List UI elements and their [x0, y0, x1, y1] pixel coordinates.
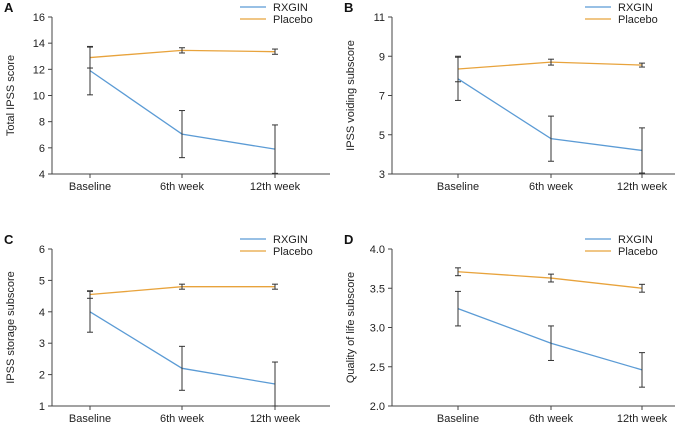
x-tick-label: Baseline — [437, 181, 479, 193]
y-axis-label: IPSS voiding subscore — [345, 40, 357, 151]
x-tick-label: 12th week — [250, 181, 301, 193]
y-tick-label: 10 — [33, 91, 45, 103]
panel-letter: B — [344, 0, 353, 15]
chart-panel-c: C 1 2 3 4 5 6 Baseline 6th week 12th week IPSS sto… — [4, 232, 330, 422]
y-axis-label: Total IPSS score — [5, 55, 17, 136]
y-tick-label: 9 — [379, 51, 385, 63]
legend-label-rxgin: RXGIN — [618, 2, 653, 14]
panel-letter: A — [4, 0, 14, 15]
y-tick-label: 8 — [39, 117, 45, 129]
x-tick-label: 6th week — [529, 413, 574, 422]
y-tick-label: 3 — [39, 338, 45, 350]
y-tick-label: 5 — [379, 130, 385, 142]
legend-label-rxgin: RXGIN — [618, 234, 653, 246]
legend-label-rxgin: RXGIN — [273, 234, 308, 246]
legend-label-placebo: Placebo — [273, 246, 313, 258]
x-tick-label: 6th week — [160, 181, 205, 193]
x-tick-label: Baseline — [69, 181, 111, 193]
y-tick-label: 3 — [379, 169, 385, 181]
chart-panel-a: A 4 6 8 10 12 14 16 Baseline 6th week 12th week Tot… — [4, 0, 330, 193]
y-tick-label: 1 — [39, 401, 45, 413]
panel-letter: C — [4, 232, 14, 247]
y-tick-label: 2.5 — [370, 362, 385, 374]
chart-panel-b: B 3 5 7 9 11 Baseline 6th week 12th week IPSS voi… — [344, 0, 675, 193]
y-axis-label: Quality of life subscore — [345, 272, 357, 383]
x-tick-label: 12th week — [250, 413, 301, 422]
y-tick-label: 7 — [379, 91, 385, 103]
x-tick-label: Baseline — [69, 413, 111, 422]
y-tick-label: 4 — [39, 169, 45, 181]
legend-label-placebo: Placebo — [273, 14, 313, 26]
y-tick-label: 2.0 — [370, 401, 385, 413]
y-tick-label: 12 — [33, 64, 45, 76]
x-tick-label: 6th week — [160, 413, 205, 422]
legend-label-placebo: Placebo — [618, 246, 658, 258]
chart-panel-d: D 2.0 2.5 3.0 3.5 4.0 Baseline 6th week 12th wee… — [344, 232, 675, 422]
y-tick-label: 14 — [33, 38, 45, 50]
series-line-rxgin — [457, 78, 643, 152]
x-tick-label: 12th week — [617, 181, 668, 193]
y-tick-label: 3.5 — [370, 283, 385, 295]
panel-letter: D — [344, 232, 353, 247]
y-tick-label: 11 — [374, 12, 385, 24]
y-tick-label: 6 — [39, 143, 45, 155]
y-tick-label: 5 — [39, 275, 45, 287]
x-tick-label: 12th week — [617, 413, 668, 422]
y-tick-label: 4 — [39, 307, 45, 319]
legend-label-placebo: Placebo — [618, 14, 658, 26]
y-axis-label: IPSS storage subscore — [5, 271, 17, 384]
y-tick-label: 6 — [39, 244, 45, 256]
y-tick-label: 3.0 — [370, 323, 385, 335]
y-tick-label: 16 — [33, 12, 45, 24]
x-tick-label: Baseline — [437, 413, 479, 422]
y-tick-label: 4.0 — [370, 244, 385, 256]
legend-label-rxgin: RXGIN — [273, 2, 308, 14]
x-tick-label: 6th week — [529, 181, 574, 193]
y-tick-label: 2 — [39, 370, 45, 382]
